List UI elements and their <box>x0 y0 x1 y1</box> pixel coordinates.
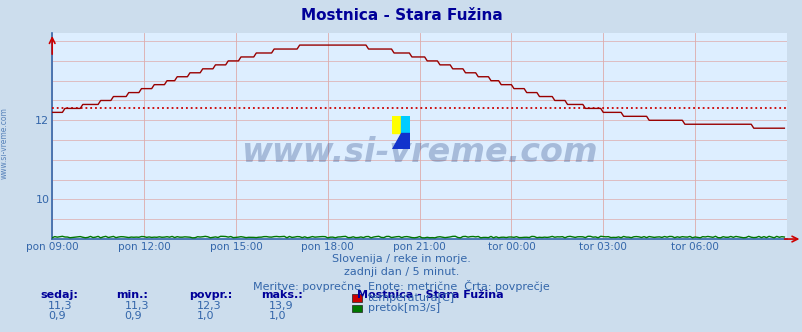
Bar <box>400 116 409 133</box>
Text: sedaj:: sedaj: <box>40 290 78 300</box>
Text: pretok[m3/s]: pretok[m3/s] <box>367 303 439 313</box>
Text: 0,9: 0,9 <box>124 311 142 321</box>
Text: min.:: min.: <box>116 290 148 300</box>
Text: Slovenija / reke in morje.: Slovenija / reke in morje. <box>332 254 470 264</box>
Text: Mostnica - Stara Fužina: Mostnica - Stara Fužina <box>357 290 504 300</box>
Text: zadnji dan / 5 minut.: zadnji dan / 5 minut. <box>343 267 459 277</box>
Text: 12,3: 12,3 <box>196 301 221 311</box>
Text: 13,9: 13,9 <box>269 301 294 311</box>
Text: 11,3: 11,3 <box>48 301 73 311</box>
Text: www.si-vreme.com: www.si-vreme.com <box>0 107 9 179</box>
Text: www.si-vreme.com: www.si-vreme.com <box>241 136 597 169</box>
Text: Mostnica - Stara Fužina: Mostnica - Stara Fužina <box>300 8 502 23</box>
Text: Meritve: povprečne  Enote: metrične  Črta: povprečje: Meritve: povprečne Enote: metrične Črta:… <box>253 280 549 291</box>
Text: maks.:: maks.: <box>261 290 302 300</box>
Text: temperatura[C]: temperatura[C] <box>367 293 454 303</box>
Text: 0,9: 0,9 <box>48 311 66 321</box>
Polygon shape <box>391 133 409 149</box>
Text: 1,0: 1,0 <box>196 311 214 321</box>
Text: 11,3: 11,3 <box>124 301 149 311</box>
Text: povpr.:: povpr.: <box>188 290 232 300</box>
Text: 1,0: 1,0 <box>269 311 286 321</box>
Bar <box>391 116 400 133</box>
